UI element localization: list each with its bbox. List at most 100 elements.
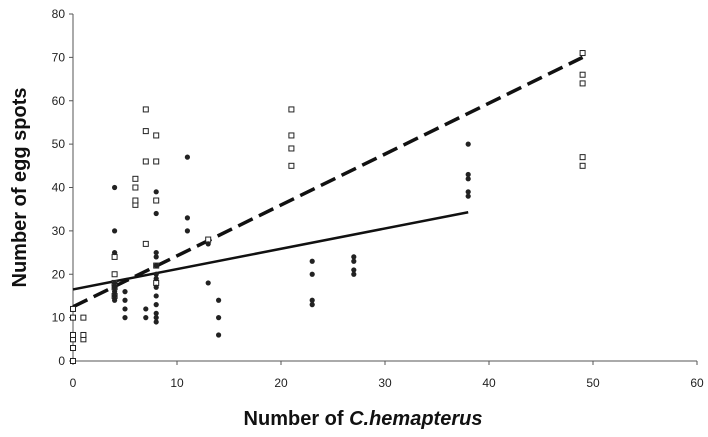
filled-circle-point xyxy=(153,189,159,195)
open-square-point xyxy=(132,197,139,204)
filled-circle-point xyxy=(465,176,471,182)
filled-circle-point xyxy=(122,297,128,303)
filled-circle-point xyxy=(153,319,159,325)
filled-circle-point xyxy=(309,302,315,308)
filled-circle-point xyxy=(112,289,118,295)
filled-circle-point xyxy=(153,254,159,260)
filled-circle-point xyxy=(184,228,190,234)
x-tick-label: 50 xyxy=(586,376,600,390)
x-tick-label: 10 xyxy=(170,376,184,390)
y-tick-label: 70 xyxy=(52,50,66,64)
filled-circle-point xyxy=(153,310,159,316)
open-square-point xyxy=(288,106,295,113)
filled-circle-point xyxy=(153,284,159,290)
filled-circle-point xyxy=(216,315,222,321)
filled-circle-point xyxy=(153,315,159,321)
filled-circle-point xyxy=(465,141,471,147)
y-tick-label: 60 xyxy=(52,94,66,108)
filled-circle-point xyxy=(309,297,315,303)
filled-circle-point xyxy=(351,258,357,264)
filled-circle-point xyxy=(309,258,315,264)
open-square-point xyxy=(132,175,139,182)
open-square-point xyxy=(111,271,118,278)
x-axis-title-plain: Number of xyxy=(244,408,350,430)
filled-circle-point xyxy=(112,249,118,256)
filled-circle-point xyxy=(205,241,211,247)
x-tick-label: 0 xyxy=(70,376,77,390)
filled-circle-point xyxy=(184,215,190,221)
filled-circle-point xyxy=(153,249,159,256)
filled-circle-point xyxy=(184,154,190,160)
filled-circle-point xyxy=(153,210,159,217)
open-square-point xyxy=(142,158,149,165)
filled-circle-point xyxy=(205,280,211,286)
open-square-point xyxy=(579,50,586,57)
trendlines xyxy=(72,55,584,309)
filled-circle-point xyxy=(309,271,315,277)
filled-circle-point xyxy=(112,297,118,303)
x-tick-label: 40 xyxy=(482,376,496,390)
filled-circle-point xyxy=(465,189,471,195)
filled-circle-point xyxy=(122,306,128,312)
filled-circle-point xyxy=(351,271,357,277)
open-square-point xyxy=(70,331,76,338)
filled-circle-point xyxy=(465,171,471,178)
x-tick-label: 20 xyxy=(274,376,288,390)
open-square-point xyxy=(142,106,149,113)
filled-circle-point xyxy=(143,315,149,321)
x-tick-label: 30 xyxy=(378,376,392,390)
filled-circle-point xyxy=(153,262,159,269)
y-axis-title: Number of egg spots xyxy=(9,87,31,287)
filled-circle-point xyxy=(153,271,159,277)
filled-circle-point xyxy=(465,193,471,199)
open-square-point xyxy=(153,158,160,165)
y-tick-label: 30 xyxy=(52,224,66,238)
filled-circle-point xyxy=(216,297,222,303)
y-tick-label: 80 xyxy=(52,7,66,21)
open-square-point xyxy=(579,154,586,161)
open-square-point xyxy=(142,128,149,135)
filled-circle-point xyxy=(112,293,118,299)
open-square-point xyxy=(288,162,295,169)
filled-circle-point xyxy=(112,280,118,286)
filled-circle-point xyxy=(351,254,357,260)
filled-circle-point xyxy=(143,306,149,312)
data-points xyxy=(70,50,586,364)
open-square-point xyxy=(80,331,87,338)
open-square-point xyxy=(288,145,295,152)
open-square-point xyxy=(579,71,586,78)
filled-circle-point xyxy=(112,184,118,191)
x-tick-labels: 0 10 20 30 40 50 60 xyxy=(70,361,704,390)
open-square-point xyxy=(70,305,76,312)
filled-circle-point xyxy=(153,293,159,299)
solid-trendline xyxy=(72,210,469,291)
y-tick-label: 20 xyxy=(52,267,66,281)
filled-circle-point xyxy=(112,228,118,234)
filled-circle-point xyxy=(351,267,357,273)
open-square-point xyxy=(142,240,149,247)
open-square-point xyxy=(153,197,160,204)
open-square-point xyxy=(70,314,76,321)
filled-circle-point xyxy=(153,275,159,282)
y-tick-label: 10 xyxy=(52,311,66,325)
y-tick-labels: 0 10 20 30 40 50 60 70 80 xyxy=(52,7,73,368)
open-square-point xyxy=(153,132,160,139)
open-square-point xyxy=(80,314,87,321)
open-square-point xyxy=(288,132,295,139)
open-square-point xyxy=(579,80,586,87)
y-tick-label: 50 xyxy=(52,137,66,151)
dashed-trendline xyxy=(72,55,584,309)
axes xyxy=(72,14,697,362)
filled-circle-point xyxy=(122,315,128,321)
open-square-point xyxy=(70,344,76,351)
x-tick-label: 60 xyxy=(690,376,704,390)
open-square-point xyxy=(70,358,76,364)
open-square-point xyxy=(132,184,139,191)
open-square-point xyxy=(579,162,586,169)
y-tick-label: 0 xyxy=(58,354,65,368)
filled-circle-point xyxy=(216,332,222,338)
x-axis-title-italic: C.hemapterus xyxy=(349,408,482,430)
filled-circle-point xyxy=(122,289,128,295)
y-tick-label: 40 xyxy=(52,181,66,195)
